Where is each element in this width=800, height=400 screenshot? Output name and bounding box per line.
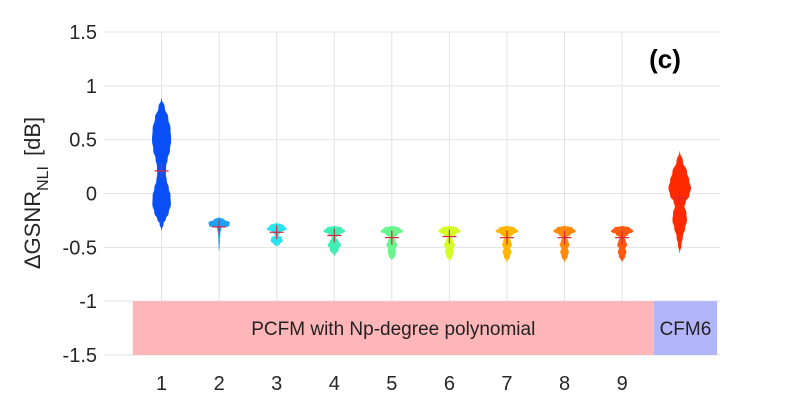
- x-tick-label-8: 9: [617, 373, 628, 395]
- mean-marker-1: [154, 163, 169, 178]
- x-tick-label-2: 3: [271, 373, 282, 395]
- band-label-1: CFM6: [660, 319, 712, 340]
- x-tick-label-4: 5: [386, 373, 397, 395]
- y-axis-label: ΔGSNRNLI [dB]: [20, 117, 52, 269]
- violins: [152, 98, 691, 263]
- x-tick-label-5: 6: [444, 373, 455, 395]
- x-tick-label-6: 7: [501, 373, 512, 395]
- x-tick-labels: 1 2 3 4 5 6 7 8 9: [156, 373, 628, 395]
- mean-marker-8: [557, 230, 572, 245]
- y-axis-label-unit: [dB]: [20, 117, 45, 156]
- y-tick-label-0: 1.5: [69, 22, 97, 44]
- y-tick-label-6: -1.5: [63, 345, 97, 367]
- y-tick-label-5: -1: [79, 291, 97, 313]
- mean-marker-6: [442, 229, 457, 244]
- mean-marker-4: [327, 228, 342, 243]
- model-bands: PCFM with Np-degree polynomial CFM6: [132, 301, 718, 355]
- band-1: [653, 301, 718, 355]
- x-tick-label-1: 2: [214, 373, 225, 395]
- x-tick-label-7: 8: [559, 373, 570, 395]
- y-tick-label-4: -0.5: [63, 237, 97, 259]
- y-tick-label-1: 1: [86, 76, 97, 98]
- y-tick-labels: 1.5 1 0.5 0 -0.5 -1 -1.5: [63, 22, 97, 367]
- mean-marker-9: [615, 230, 630, 245]
- y-tick-label-2: 0.5: [69, 130, 97, 152]
- x-tick-label-0: 1: [156, 373, 167, 395]
- y-tick-label-3: 0: [86, 184, 97, 206]
- panel-label: (c): [649, 44, 681, 74]
- mean-marker-10: [672, 190, 687, 205]
- band-label-0: PCFM with Np-degree polynomial: [251, 319, 535, 340]
- violin-2: [208, 217, 230, 251]
- y-axis-label-subscript: NLI: [35, 166, 52, 191]
- band-0: [132, 301, 654, 355]
- mean-marker-7: [499, 230, 514, 245]
- mean-marker-5: [384, 230, 399, 245]
- y-axis-label-main: ΔGSNR: [20, 191, 45, 269]
- x-tick-label-3: 4: [329, 373, 340, 395]
- mean-marker-2: [212, 219, 227, 234]
- mean-marker-3: [269, 225, 284, 240]
